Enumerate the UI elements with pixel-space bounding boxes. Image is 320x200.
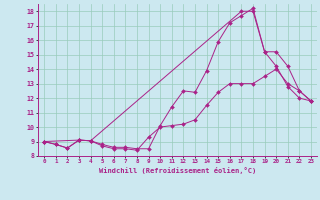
X-axis label: Windchill (Refroidissement éolien,°C): Windchill (Refroidissement éolien,°C) bbox=[99, 167, 256, 174]
